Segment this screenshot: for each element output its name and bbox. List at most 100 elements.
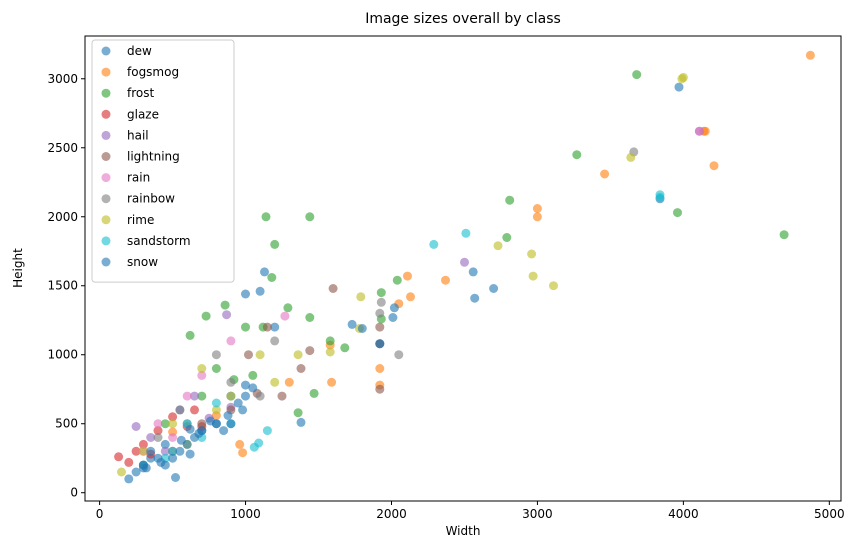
point-frost-6: [392, 275, 402, 285]
point-rime-11: [255, 350, 265, 360]
point-snow-25: [156, 457, 166, 467]
point-glaze-1: [124, 457, 134, 467]
point-frost-2: [673, 208, 682, 218]
point-frost-7: [376, 288, 386, 298]
point-snow-21: [223, 411, 233, 420]
point-lightning-1: [375, 322, 385, 332]
point-frost-15: [325, 336, 335, 346]
point-rain-1: [694, 126, 704, 136]
point-snow-12: [168, 453, 178, 463]
point-glaze-4: [153, 426, 163, 436]
point-fogsmog-11: [375, 364, 385, 373]
point-snow-19: [233, 398, 243, 408]
x-axis-label: Width: [446, 524, 481, 538]
point-frost-10: [261, 212, 271, 222]
plot-frame: [84, 35, 842, 502]
point-dew-4: [489, 284, 499, 293]
legend-marker-fogsmog: [101, 67, 111, 77]
legend-marker-rainbow: [101, 194, 111, 204]
point-fogsmog-7: [441, 275, 450, 285]
point-rime-2: [626, 152, 636, 162]
point-frost-4: [505, 195, 515, 205]
point-fogsmog-13: [284, 377, 294, 387]
y-tick-label-4: 2000: [47, 210, 78, 224]
point-dew-7: [260, 267, 269, 277]
point-rime-14: [168, 419, 178, 429]
point-sandstorm-5: [249, 442, 259, 452]
point-fogsmog-8: [403, 271, 412, 281]
point-dew-11: [185, 449, 195, 459]
point-snow-4: [347, 319, 357, 329]
point-rime-3: [527, 249, 537, 259]
point-snow-11: [175, 446, 185, 456]
point-fogsmog-10: [406, 292, 415, 302]
point-glaze-2: [131, 446, 141, 456]
point-sandstorm-2: [461, 228, 471, 238]
point-lightning-3: [375, 384, 385, 394]
point-snow-17: [131, 467, 141, 477]
point-snow-18: [124, 474, 134, 484]
point-sandstorm-3: [429, 239, 439, 249]
point-snow-15: [146, 446, 156, 456]
legend-label-lightning: lightning: [127, 150, 180, 164]
point-snow-5: [226, 419, 236, 429]
point-fogsmog-16: [238, 448, 248, 458]
point-lightning-5: [262, 322, 272, 332]
y-tick-label-6: 3000: [47, 72, 78, 86]
x-tick-label-4: 4000: [668, 507, 699, 521]
point-frost-9: [305, 212, 315, 222]
legend-label-hail: hail: [127, 128, 149, 142]
legend-label-rain: rain: [127, 171, 150, 185]
x-tick-label-3: 3000: [522, 507, 553, 521]
point-frost-12: [267, 273, 277, 282]
point-snow-23: [194, 428, 204, 438]
point-snow-26: [141, 463, 151, 473]
point-rain-5: [197, 370, 207, 380]
point-frost-11: [270, 239, 280, 249]
point-rime-5: [528, 271, 538, 281]
points-layer: [114, 50, 815, 484]
point-hail-6: [160, 446, 170, 456]
y-tick-label-5: 2500: [47, 141, 78, 155]
x-tick-label-2: 2000: [376, 507, 407, 521]
point-lightning-0: [328, 284, 338, 293]
point-frost-18: [293, 408, 303, 418]
point-snow-1: [388, 313, 398, 322]
point-frost-25: [197, 391, 207, 401]
point-glaze-3: [138, 439, 148, 449]
point-frost-3: [572, 150, 582, 160]
point-frost-27: [160, 419, 170, 429]
point-fogsmog-5: [532, 204, 542, 213]
point-lightning-4: [305, 346, 315, 356]
legend-label-snow: snow: [127, 255, 158, 269]
point-lightning-13: [296, 364, 306, 373]
point-dew-0: [674, 82, 684, 92]
point-rime-12: [226, 391, 236, 401]
point-frost-19: [220, 300, 230, 310]
point-lightning-10: [197, 419, 207, 429]
point-glaze-0: [114, 452, 124, 462]
legend-label-fogsmog: fogsmog: [127, 65, 179, 79]
point-snow-6: [219, 426, 229, 436]
legend-label-sandstorm: sandstorm: [127, 234, 191, 248]
point-rime-1: [677, 74, 687, 84]
point-rime-17: [211, 405, 221, 415]
point-dew-19: [241, 380, 250, 390]
point-fogsmog-14: [327, 377, 337, 387]
point-frost-16: [340, 343, 350, 353]
y-tick-label-2: 1000: [47, 348, 78, 362]
point-dew-6: [296, 417, 306, 427]
point-rainbow-2: [394, 350, 404, 360]
point-glaze-5: [168, 412, 178, 422]
point-snow-0: [389, 303, 399, 313]
x-axis-ticks: 0 1000 2000 3000 4000 5000: [96, 501, 845, 521]
point-hail-3: [146, 433, 156, 442]
point-snow-22: [206, 416, 215, 426]
x-tick-label-5: 5000: [814, 507, 845, 521]
point-sandstorm-11: [211, 398, 221, 408]
legend-label-rainbow: rainbow: [127, 192, 175, 206]
point-rainbow-9: [255, 391, 265, 401]
point-frost-17: [309, 388, 319, 398]
legend-label-rime: rime: [127, 213, 154, 227]
